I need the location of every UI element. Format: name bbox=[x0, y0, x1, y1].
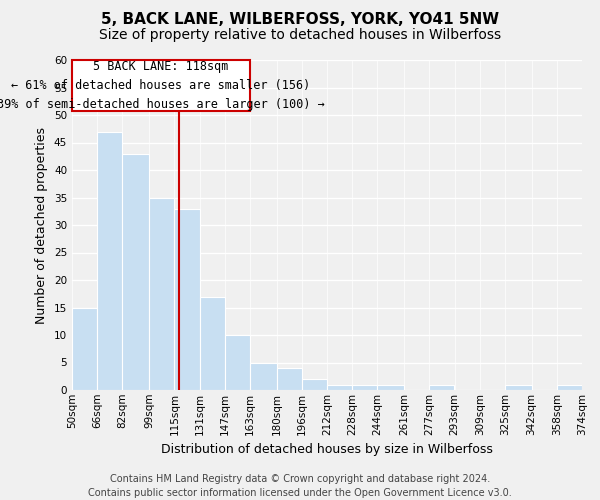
Bar bbox=[377, 384, 404, 390]
Bar bbox=[277, 368, 302, 390]
X-axis label: Distribution of detached houses by size in Wilberfoss: Distribution of detached houses by size … bbox=[161, 443, 493, 456]
Bar bbox=[175, 208, 199, 390]
Bar bbox=[430, 384, 455, 390]
Bar bbox=[250, 362, 277, 390]
Text: 5, BACK LANE, WILBERFOSS, YORK, YO41 5NW: 5, BACK LANE, WILBERFOSS, YORK, YO41 5NW bbox=[101, 12, 499, 28]
Bar bbox=[327, 384, 352, 390]
Bar bbox=[224, 335, 250, 390]
Text: Contains HM Land Registry data © Crown copyright and database right 2024.
Contai: Contains HM Land Registry data © Crown c… bbox=[88, 474, 512, 498]
Text: Size of property relative to detached houses in Wilberfoss: Size of property relative to detached ho… bbox=[99, 28, 501, 42]
Bar bbox=[199, 296, 224, 390]
Bar bbox=[557, 384, 582, 390]
Y-axis label: Number of detached properties: Number of detached properties bbox=[35, 126, 49, 324]
Text: 5 BACK LANE: 118sqm
← 61% of detached houses are smaller (156)
39% of semi-detac: 5 BACK LANE: 118sqm ← 61% of detached ho… bbox=[0, 60, 325, 111]
Bar bbox=[122, 154, 149, 390]
Bar bbox=[352, 384, 377, 390]
FancyBboxPatch shape bbox=[72, 60, 250, 110]
Bar bbox=[302, 379, 327, 390]
Bar bbox=[97, 132, 122, 390]
Bar bbox=[72, 308, 97, 390]
Bar bbox=[149, 198, 175, 390]
Bar bbox=[505, 384, 532, 390]
